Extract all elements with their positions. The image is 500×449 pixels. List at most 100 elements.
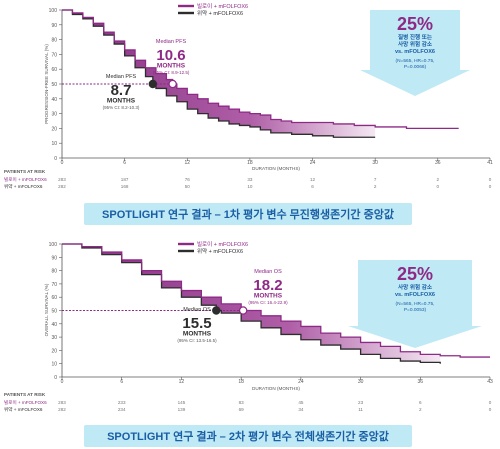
os-panel: 0 10 20 30 40 50 60 70 80 90 100 0 6 12 18 24 30 36 43 OVER… [0,226,500,449]
os-risk-row-label: 위약 + mFOLFOX6 [4,406,43,413]
pfs-risk-value: 2 [374,184,377,189]
pfs-risk-value: 10 [247,184,253,189]
pfs-y-tick-label: 100 [49,8,58,14]
pfs-median-label: Median PFS [156,39,187,45]
os-risk-value: 233 [118,400,126,405]
os-risk-value: 145 [178,400,186,405]
pfs-callout-text: 질병 진행 또는 [398,33,432,41]
os-y-tick-label: 10 [51,362,57,368]
pfs-risk-value: 76 [185,177,191,182]
pfs-y-tick-label: 80 [51,38,57,44]
os-median-point [238,306,248,315]
pfs-y-tick-label: 40 [51,97,57,103]
pfs-median-value: 10.6 [156,47,185,64]
pfs-legend-label: 위약 + mFOLFOX6 [197,9,243,17]
os-y-tick-label: 20 [51,348,57,354]
os-y-tick-label: 60 [51,295,57,301]
os-y-tick-label: 90 [51,255,57,261]
os-y-tick-label: 50 [51,309,57,315]
pfs-callout-arrow [360,10,470,96]
pfs-risk-value: 12 [310,177,316,182]
pfs-x-tick-label: 0 [61,160,64,166]
pfs-series-line-placebo [62,9,376,138]
pfs-median-point [148,79,158,89]
pfs-banner: SPOTLIGHT 연구 결과 – 1차 평가 변수 무진행생존기간 중앙값 [84,203,412,225]
pfs-risk-value: 282 [58,184,66,189]
pfs-callout-stats: (N=565, HR=0.75, [396,58,435,64]
os-y-tick-label: 80 [51,269,57,275]
pfs-x-tick-label: 24 [310,160,316,166]
os-callout-text: 사망 위험 감소 [398,283,432,291]
os-risk-row-label: 빌로이 + mFOLFOX6 [4,399,47,406]
os-risk-value: 6 [419,400,422,405]
pfs-risk-value: 33 [247,177,253,182]
pfs-x-tick-label: 41 [487,160,493,166]
os-risk-value: 45 [298,400,304,405]
os-difference-area [62,244,441,364]
pfs-risk-value: 283 [58,177,66,182]
pfs-risk-value: 7 [374,177,377,182]
os-callout-arrow [348,260,482,348]
pfs-y-tick-label: 70 [51,52,57,58]
os-series-line-placebo [62,243,441,364]
os-banner: SPOTLIGHT 연구 결과 – 2차 평가 변수 전체생존기간 중앙값 [84,425,412,447]
os-risk-value: 282 [58,407,66,412]
pfs-y-tick-label: 0 [54,156,57,162]
os-risk-value: 34 [298,407,304,412]
os-median-label: Median OS [254,269,282,275]
os-x-tick-label: 30 [358,379,364,385]
os-median-value: 18.2 [253,277,282,294]
pfs-median-label: Median PFS [106,74,137,80]
pfs-x-tick-label: 12 [184,160,190,166]
os-risk-value: 0 [489,400,492,405]
pfs-callout-percent: 25% [397,14,433,34]
os-risk-value: 69 [239,407,245,412]
os-y-tick-label: 100 [49,242,58,248]
os-x-tick-label: 0 [61,379,64,385]
os-callout-stats: (N=565, HR=0.75, [396,301,435,307]
os-x-axis-label: DURATION (MONTHS) [252,386,300,391]
pfs-risk-row-label: 위약 + mFOLFOX6 [4,183,43,190]
pfs-risk-value: 0 [489,184,492,189]
os-median-point [212,306,221,315]
os-median-unit: MONTHS [254,293,283,300]
os-risk-value: 83 [239,400,245,405]
pfs-y-tick-label: 10 [51,141,57,147]
os-legend-label: 빌로이 + mFOLFOX6 [197,240,248,248]
pfs-median-ci: (95% CI: 8.9-12.5) [153,70,190,75]
os-median-ci: (95% CI: 13.5-16.5) [177,338,217,343]
pfs-risk-value: 168 [121,184,129,189]
os-x-tick-label: 43 [487,379,493,385]
os-x-tick-label: 36 [418,379,424,385]
os-y-axis-label: OVERALL SURVIVAL (%) [44,283,49,336]
pfs-risk-value: 6 [311,184,314,189]
pfs-y-axis-label: PROGRESSION-FREE SURVIVAL (%) [44,44,49,124]
os-series-line-zolbetuximab [62,243,490,358]
pfs-median-point [168,79,177,89]
os-callout-percent: 25% [397,264,433,284]
pfs-risk-value: 2 [437,177,440,182]
os-y-tick-label: 40 [51,322,57,328]
pfs-series-line-zolbetuximab [62,9,459,130]
pfs-risk-value: 187 [121,177,129,182]
os-x-tick-label: 12 [179,379,185,385]
pfs-x-axis-label: DURATION (MONTHS) [252,166,300,171]
pfs-y-tick-label: 30 [51,112,57,118]
pfs-y-tick-label: 90 [51,23,57,29]
pfs-x-tick-label: 6 [123,160,126,166]
pfs-y-tick-label: 20 [51,126,57,132]
os-median-unit: MONTHS [183,331,212,338]
pfs-risk-table-title: PATIENTS AT RISK [4,169,46,174]
pfs-risk-value: 0 [489,177,492,182]
os-risk-value: 23 [358,400,364,405]
os-y-tick-label: 70 [51,282,57,288]
pfs-risk-value: 0 [437,184,440,189]
os-callout-text: vs. mFOLFOX6 [395,292,435,298]
os-risk-value: 0 [489,407,492,412]
pfs-y-tick-label: 60 [51,67,57,73]
os-median-value: 15.5 [182,315,211,332]
os-x-tick-label: 6 [120,379,123,385]
os-risk-table-title: PATIENTS AT RISK [4,392,46,397]
